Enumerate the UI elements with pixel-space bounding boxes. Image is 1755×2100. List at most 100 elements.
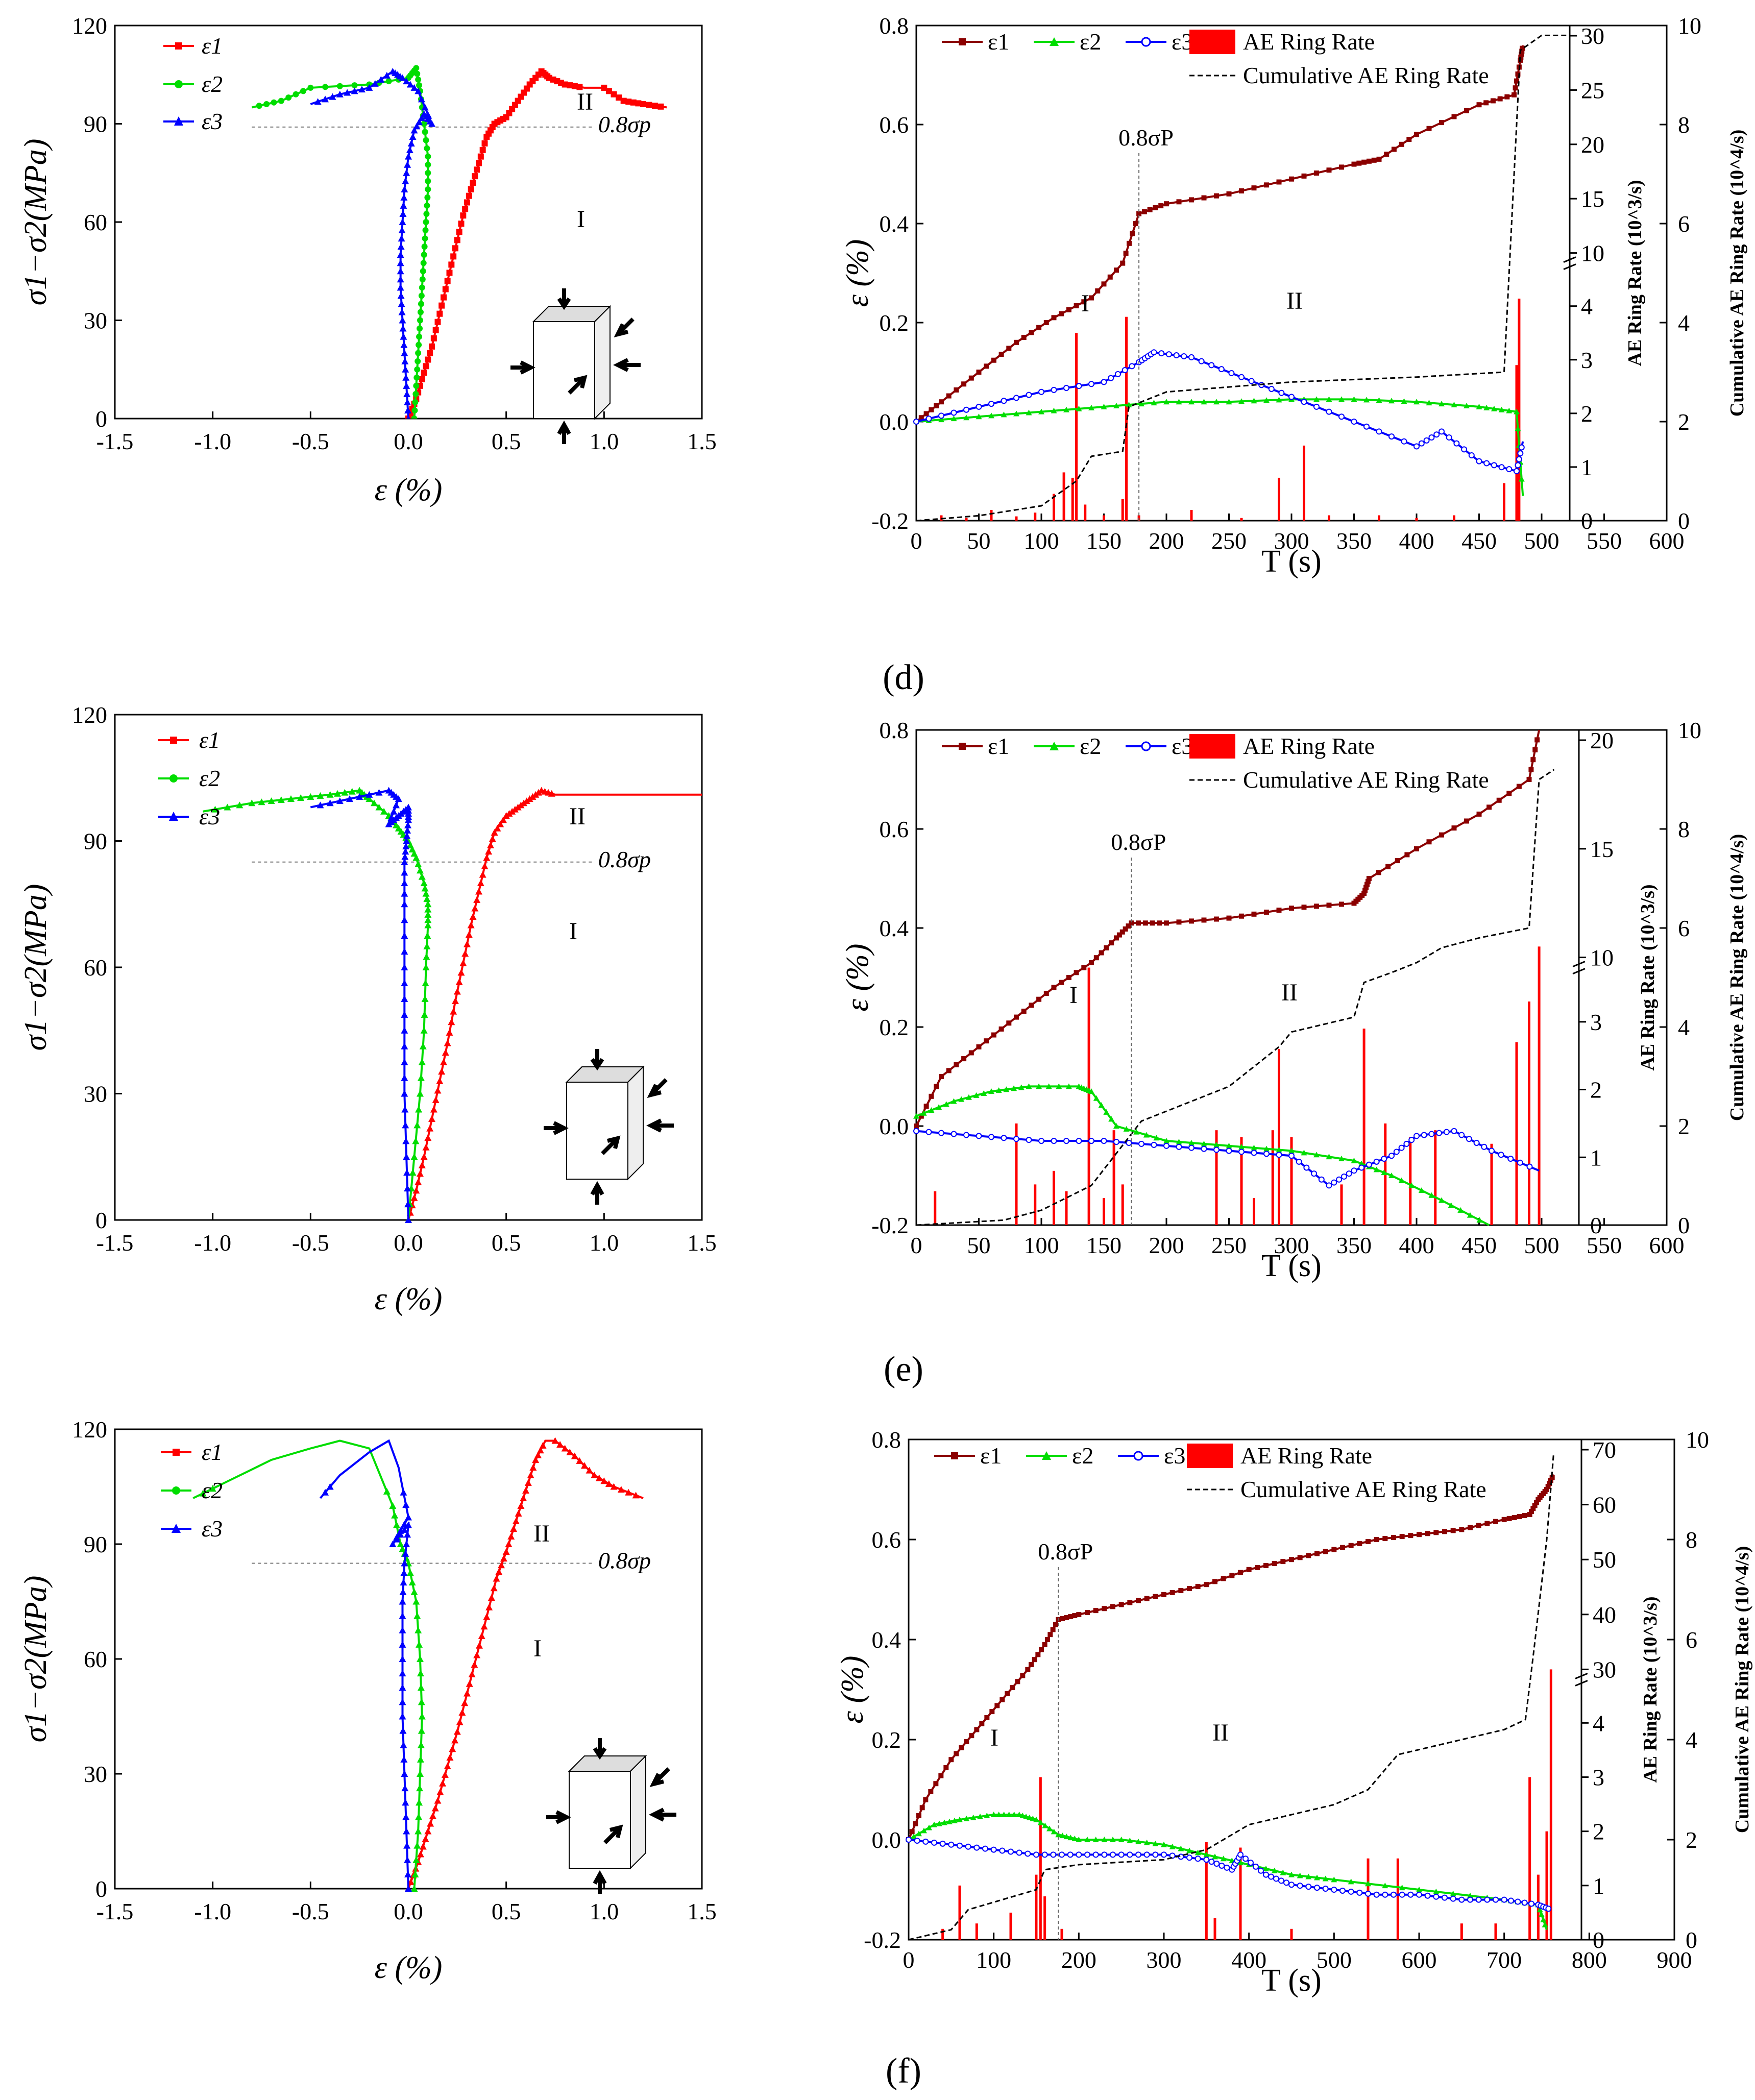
legend: ε1 ε2 ε3 — [158, 727, 220, 829]
point-marker — [1326, 1154, 1332, 1160]
point-marker — [1158, 350, 1165, 357]
point-marker — [209, 1485, 216, 1492]
series-line-cumulative — [916, 769, 1555, 1226]
legend-label-e1: ε1 — [988, 29, 1009, 55]
point-marker — [1136, 211, 1142, 216]
y-tick-label: 0 — [95, 1207, 107, 1233]
point-marker — [1143, 1851, 1150, 1858]
point-marker — [1514, 468, 1520, 474]
y-tick-label: 60 — [84, 209, 107, 235]
y-tick-label: 90 — [84, 111, 107, 137]
point-marker — [404, 161, 411, 168]
point-marker — [1151, 1141, 1157, 1148]
point-marker — [1003, 1086, 1010, 1092]
point-marker — [401, 890, 408, 897]
point-marker — [532, 791, 540, 798]
x-tick-label: 550 — [1587, 528, 1622, 554]
point-marker — [1318, 1176, 1325, 1183]
ae-bar — [1239, 1847, 1242, 1940]
point-marker — [1276, 179, 1282, 185]
point-marker — [387, 814, 395, 821]
point-marker — [1263, 1562, 1269, 1568]
ae-bar — [1075, 333, 1078, 521]
point-marker — [1530, 757, 1536, 763]
point-marker — [1517, 1159, 1523, 1166]
point-marker — [1301, 173, 1307, 179]
ae-tick-label: 4 — [1581, 294, 1593, 320]
point-marker — [1549, 1475, 1555, 1480]
point-marker — [423, 137, 429, 143]
point-marker — [1442, 1894, 1448, 1901]
point-marker — [307, 793, 314, 800]
point-marker — [952, 1817, 958, 1823]
point-marker — [1301, 1150, 1307, 1156]
point-marker — [1356, 160, 1362, 166]
x-tick-label: 450 — [1461, 1232, 1497, 1258]
ae-bar — [1518, 298, 1521, 521]
y-tick-label: 120 — [72, 13, 107, 39]
point-marker — [483, 854, 491, 861]
ae-bar — [1125, 316, 1128, 521]
series-line-ε2 — [908, 1814, 1548, 1931]
cumulative-tick-label: 8 — [1678, 816, 1690, 842]
point-marker — [256, 103, 262, 109]
point-marker — [1421, 1132, 1427, 1138]
y-tick-label: 0 — [95, 406, 107, 432]
point-marker — [1529, 1509, 1534, 1515]
point-marker — [399, 1684, 406, 1691]
point-marker — [415, 1827, 422, 1835]
point-marker — [404, 398, 411, 405]
point-marker — [1545, 1906, 1552, 1912]
point-marker — [1532, 747, 1538, 752]
cumulative-tick-label: 2 — [1678, 1113, 1690, 1139]
legend-label-ae: AE Ring Rate — [1243, 29, 1375, 55]
point-marker — [1382, 1883, 1388, 1889]
point-marker — [1351, 1167, 1357, 1174]
cumulative-tick-label: 10 — [1678, 717, 1701, 743]
region-label-ii: II — [1212, 1719, 1229, 1746]
point-marker — [398, 308, 406, 315]
point-marker — [1173, 352, 1180, 359]
ae-tick-label: 2 — [1590, 1077, 1602, 1103]
point-marker — [471, 905, 479, 912]
point-marker — [938, 417, 944, 423]
point-marker — [1213, 1861, 1220, 1867]
point-marker — [1116, 932, 1122, 938]
point-marker — [417, 867, 424, 874]
point-marker — [422, 979, 429, 986]
ae-tick-label: 20 — [1590, 727, 1614, 753]
point-marker — [1331, 1179, 1337, 1186]
point-marker — [1464, 818, 1469, 824]
point-marker — [416, 341, 422, 348]
point-marker — [640, 101, 646, 107]
region-label-i: I — [533, 1635, 542, 1662]
ae-bars — [934, 946, 1541, 1225]
point-marker — [459, 959, 467, 966]
point-marker — [424, 1827, 432, 1835]
point-marker — [397, 1541, 404, 1547]
x-tick-label: 350 — [1336, 528, 1372, 554]
point-marker — [1176, 919, 1182, 925]
point-marker — [1351, 161, 1357, 167]
point-marker — [1226, 1142, 1232, 1149]
point-marker — [446, 1029, 453, 1036]
point-marker — [434, 1087, 442, 1094]
point-marker — [929, 1093, 934, 1099]
point-marker — [400, 1741, 407, 1748]
point-marker — [576, 1457, 583, 1464]
point-marker — [419, 1843, 427, 1850]
point-marker — [1297, 1883, 1303, 1889]
point-marker — [499, 816, 507, 823]
point-marker — [1008, 1848, 1014, 1855]
ae-bar — [1328, 515, 1330, 521]
point-marker — [1486, 804, 1492, 810]
point-marker — [420, 1153, 428, 1160]
point-marker — [399, 1727, 407, 1734]
x-axis-title: ε (%) — [375, 1282, 443, 1316]
point-marker — [1497, 96, 1503, 102]
point-marker — [520, 799, 528, 807]
point-marker — [405, 1885, 412, 1892]
point-marker — [1114, 267, 1119, 273]
x-tick-label: 550 — [1587, 1232, 1622, 1258]
